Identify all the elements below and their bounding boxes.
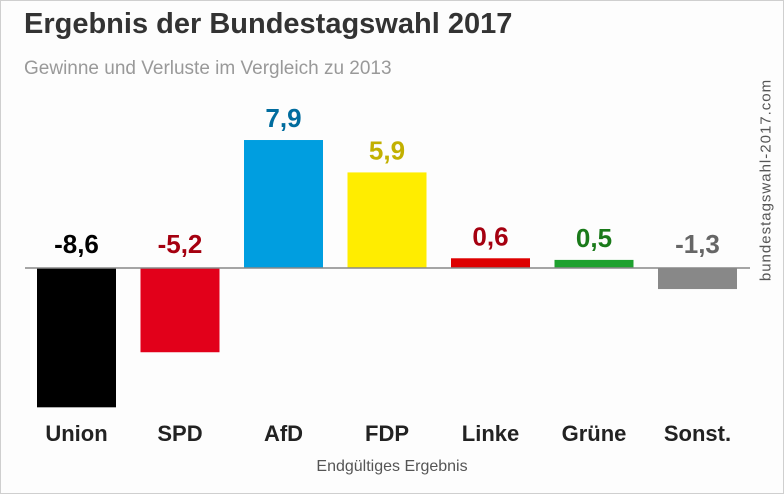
chart-title: Ergebnis der Bundestagswahl 2017	[24, 8, 513, 40]
bar-grne	[554, 259, 634, 268]
category-label: Grüne	[562, 421, 627, 446]
data-label: 7,9	[265, 103, 301, 133]
bar-fdp	[347, 172, 427, 268]
bar-linke	[451, 258, 530, 268]
bar-spd	[140, 268, 220, 353]
category-label: Linke	[462, 421, 519, 446]
data-label: -5,2	[158, 229, 203, 259]
category-label: SPD	[157, 421, 202, 446]
data-label: 0,5	[576, 223, 612, 253]
bar-afd	[244, 140, 323, 268]
category-label: Sonst.	[664, 421, 731, 446]
category-label: Union	[45, 421, 107, 446]
data-label: -8,6	[54, 229, 99, 259]
data-label: -1,3	[675, 229, 720, 259]
x-axis-label: Endgültiges Ergebnis	[316, 458, 468, 475]
chart-subtitle: Gewinne und Verluste im Vergleich zu 201…	[24, 58, 392, 79]
data-label: 5,9	[369, 135, 405, 165]
data-label: 0,6	[472, 221, 508, 251]
bar-sonst	[658, 268, 737, 290]
bar-union	[37, 268, 116, 408]
category-label: FDP	[365, 421, 409, 446]
category-label: AfD	[264, 421, 303, 446]
